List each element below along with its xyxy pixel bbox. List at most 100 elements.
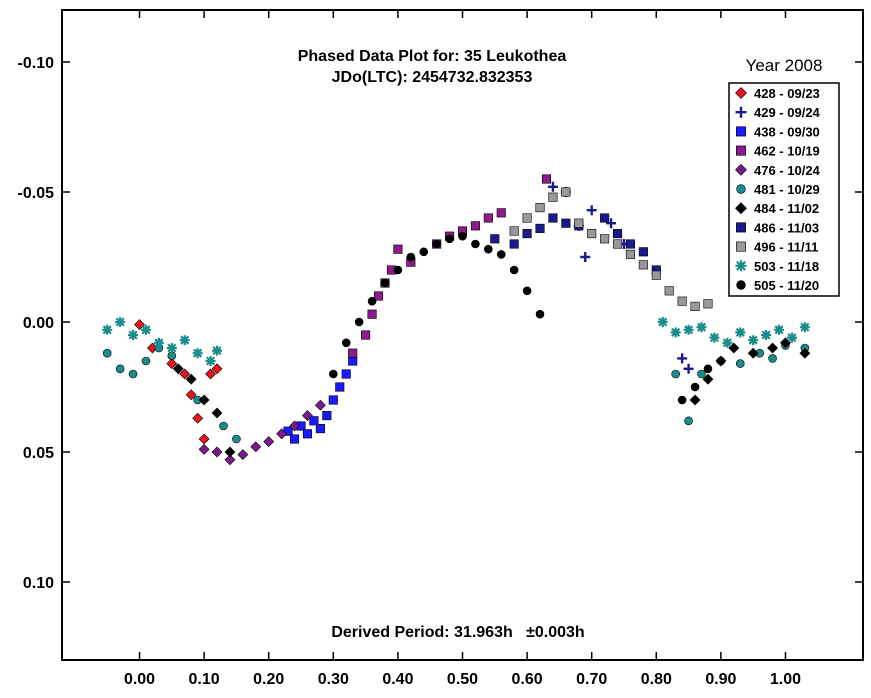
legend-marker	[736, 222, 746, 233]
data-point	[302, 410, 313, 422]
legend-marker	[736, 145, 746, 156]
data-point	[179, 368, 191, 380]
data-point	[522, 286, 532, 296]
data-point	[625, 239, 636, 249]
legend-marker	[735, 87, 747, 99]
data-point	[522, 229, 532, 239]
data-point	[341, 338, 351, 348]
x-tick-label: 0.90	[705, 671, 736, 688]
data-point	[419, 247, 429, 257]
series-10	[102, 317, 810, 366]
data-point	[683, 324, 694, 335]
data-point	[702, 373, 714, 385]
data-point	[458, 231, 467, 241]
data-point	[677, 296, 687, 306]
data-point	[224, 454, 236, 466]
series-3	[283, 356, 358, 444]
data-point	[703, 299, 713, 309]
data-point	[522, 213, 532, 223]
data-point	[483, 213, 493, 223]
data-point	[612, 239, 623, 249]
y-tick-label: -0.10	[18, 55, 55, 72]
data-point	[115, 317, 126, 327]
data-point	[348, 348, 358, 358]
data-point	[341, 369, 351, 379]
data-point	[192, 348, 203, 359]
data-point	[638, 247, 648, 257]
data-point	[393, 265, 403, 275]
data-point	[373, 291, 384, 301]
data-point	[140, 324, 151, 335]
data-point	[541, 174, 552, 184]
data-point	[638, 260, 648, 270]
legend-marker	[736, 184, 746, 194]
data-point	[406, 252, 416, 262]
data-point	[786, 332, 797, 343]
data-point	[224, 446, 236, 458]
legend-box	[728, 82, 840, 297]
data-point	[747, 347, 759, 359]
x-tick-label: 0.80	[641, 671, 672, 688]
y-tick-label: 0.10	[23, 575, 54, 592]
data-point	[547, 181, 558, 192]
data-point	[600, 234, 610, 244]
legend-marker	[735, 106, 747, 118]
data-point	[198, 443, 210, 455]
data-point	[690, 382, 700, 392]
data-point	[322, 411, 332, 421]
data-point	[263, 436, 275, 448]
x-tick-label: 0.40	[382, 671, 413, 688]
chart-subtitle: JDo(LTC): 2454732.832353	[332, 69, 533, 86]
legend-marker	[735, 202, 747, 215]
y-tick-label: 0.00	[23, 315, 54, 332]
data-point	[689, 394, 701, 406]
y-tick-label: 0.05	[23, 445, 54, 462]
data-point	[153, 337, 164, 348]
data-point	[348, 356, 358, 366]
data-point	[115, 364, 125, 374]
data-point	[561, 218, 571, 228]
series-5	[198, 399, 326, 466]
data-point	[484, 244, 493, 254]
data-point	[561, 187, 571, 197]
x-tick-label: 0.00	[124, 671, 155, 688]
data-point	[509, 265, 519, 275]
legend-marker	[735, 163, 747, 176]
x-tick-label: 0.10	[189, 671, 220, 688]
data-point	[697, 369, 706, 379]
data-point	[664, 286, 674, 296]
data-point	[141, 356, 151, 366]
data-point	[696, 322, 707, 333]
series-8	[490, 213, 661, 275]
data-point	[586, 205, 597, 216]
data-point	[192, 412, 204, 424]
data-point	[212, 345, 223, 356]
data-point	[722, 337, 733, 348]
data-point	[445, 234, 454, 244]
data-point	[237, 449, 249, 461]
data-point	[205, 368, 216, 380]
data-point	[606, 218, 617, 229]
data-point	[432, 239, 441, 249]
legend-label: 484 - 11/02	[754, 201, 819, 216]
data-point	[393, 244, 403, 254]
data-point	[496, 250, 506, 259]
data-point	[198, 394, 210, 406]
data-point	[703, 364, 713, 374]
data-point	[767, 342, 778, 354]
data-point	[748, 335, 759, 346]
data-point	[600, 213, 610, 223]
data-point	[367, 296, 377, 306]
legend-marker	[736, 241, 746, 252]
data-point	[548, 192, 558, 202]
data-point	[683, 363, 694, 374]
derived-period-label: Derived Period: 31.963h ±0.003h	[331, 624, 584, 641]
legend-marker	[736, 280, 746, 290]
series-7	[172, 337, 811, 458]
x-tick-label: 0.70	[576, 671, 607, 688]
data-point	[709, 332, 720, 343]
data-point	[276, 428, 288, 440]
data-point	[289, 420, 300, 432]
legend-label: 496 - 11/11	[754, 240, 818, 255]
